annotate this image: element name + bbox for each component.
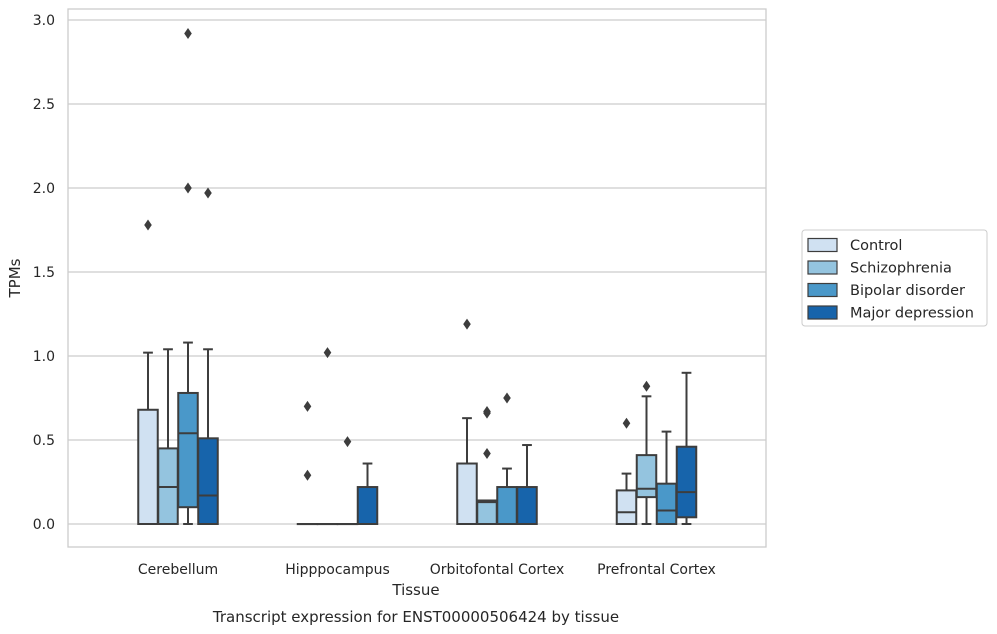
box-iqr xyxy=(635,454,658,499)
x-tick-label: Prefrontal Cortex xyxy=(597,562,716,578)
box-schizophrenia xyxy=(635,380,658,525)
y-tick-label: 2.0 xyxy=(33,181,55,197)
box-control xyxy=(137,219,159,526)
box-iqr xyxy=(197,437,219,526)
box-iqr xyxy=(675,445,698,519)
box-iqr xyxy=(456,462,478,525)
box-iqr xyxy=(516,486,538,526)
y-tick-label: 3.0 xyxy=(33,13,55,29)
box-major-depression xyxy=(197,187,219,526)
box-iqr xyxy=(655,482,678,525)
outlier-point xyxy=(204,187,212,199)
y-axis-tick-labels: 0.0 0.5 1.0 1.5 2.0 2.5 3.0 xyxy=(33,13,55,533)
box-schizophrenia xyxy=(157,348,179,525)
box-control xyxy=(456,318,478,525)
y-tick-label: 0.5 xyxy=(33,433,55,449)
outlier-point xyxy=(184,27,192,39)
box-iqr xyxy=(177,391,199,509)
legend-frame xyxy=(801,229,988,327)
legend-swatch xyxy=(807,260,838,275)
box-bipolar-disorder xyxy=(496,392,518,526)
box-bipolar-disorder xyxy=(177,27,199,525)
x-tick-label: Hipppocampus xyxy=(285,562,390,578)
box-bipolar-disorder xyxy=(655,430,678,525)
box-schizophrenia xyxy=(476,405,498,526)
outlier-point xyxy=(463,318,471,330)
box-control xyxy=(615,417,638,525)
outlier-point xyxy=(303,469,312,481)
legend-label: Bipolar disorder xyxy=(850,283,965,299)
legend-swatch xyxy=(807,282,838,298)
y-tick-label: 1.5 xyxy=(33,265,55,281)
outlier-point xyxy=(323,347,332,359)
box-major-depression xyxy=(356,462,379,526)
y-tick-label: 0.0 xyxy=(33,517,55,533)
legend-swatch xyxy=(807,305,838,320)
box-major-depression xyxy=(675,371,698,525)
box-major-depression xyxy=(516,444,538,526)
box-schizophrenia xyxy=(316,347,339,526)
outlier-point xyxy=(503,392,511,404)
y-tick-label: 2.5 xyxy=(33,97,55,113)
y-tick-label: 1.0 xyxy=(33,349,55,365)
legend-label: Schizophrenia xyxy=(850,261,952,277)
box-bipolar-disorder xyxy=(336,436,359,526)
x-tick-label: Cerebellum xyxy=(138,562,218,578)
box-series-layer xyxy=(137,27,698,526)
x-axis-title: Tissue xyxy=(391,581,439,599)
plot-area-frame xyxy=(67,8,767,548)
legend-label: Control xyxy=(850,238,902,254)
x-axis-tick-labels: Cerebellum Hipppocampus Orbitofontal Corte… xyxy=(138,562,716,578)
outlier-point xyxy=(303,400,312,412)
box-iqr xyxy=(137,408,159,526)
box-iqr xyxy=(615,489,638,525)
box-iqr xyxy=(476,499,498,526)
outlier-point xyxy=(642,380,651,392)
legend-label: Major depression xyxy=(850,306,974,322)
outlier-point xyxy=(622,417,631,429)
outlier-point xyxy=(184,182,192,194)
x-tick-label: Orbitofontal Cortex xyxy=(430,562,565,578)
legend-swatch xyxy=(807,237,838,253)
y-axis-title: TPMs xyxy=(6,258,24,298)
legend: Control Schizophrenia Bipolar disorder Majo… xyxy=(801,229,988,327)
outlier-point xyxy=(343,436,352,448)
outlier-point xyxy=(144,219,152,231)
outlier-point xyxy=(483,405,491,417)
box-control xyxy=(296,400,319,526)
box-iqr xyxy=(496,486,518,526)
chart-caption: Transcript expression for ENST0000050642… xyxy=(212,608,619,626)
box-iqr xyxy=(356,486,379,526)
outlier-point xyxy=(483,447,491,459)
